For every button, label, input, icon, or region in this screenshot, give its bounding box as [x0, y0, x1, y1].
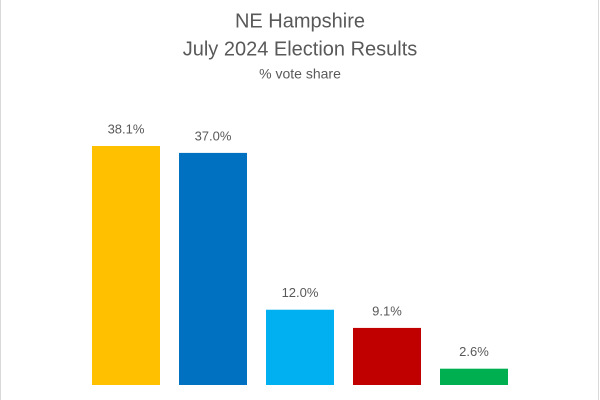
chart-title: July 2024 Election Results: [183, 38, 418, 60]
data-label: 12.0%: [282, 285, 319, 300]
bar: [92, 146, 160, 385]
data-label: 2.6%: [459, 344, 489, 359]
chart-subtitle: % vote share: [259, 66, 341, 82]
bar: [266, 309, 334, 385]
data-label: 37.0%: [195, 128, 232, 143]
bar: [440, 368, 508, 385]
bar: [353, 327, 421, 385]
bar: [179, 152, 247, 385]
data-label: 38.1%: [108, 121, 145, 136]
data-label: 9.1%: [372, 303, 402, 318]
chart-title: NE Hampshire: [235, 10, 365, 32]
